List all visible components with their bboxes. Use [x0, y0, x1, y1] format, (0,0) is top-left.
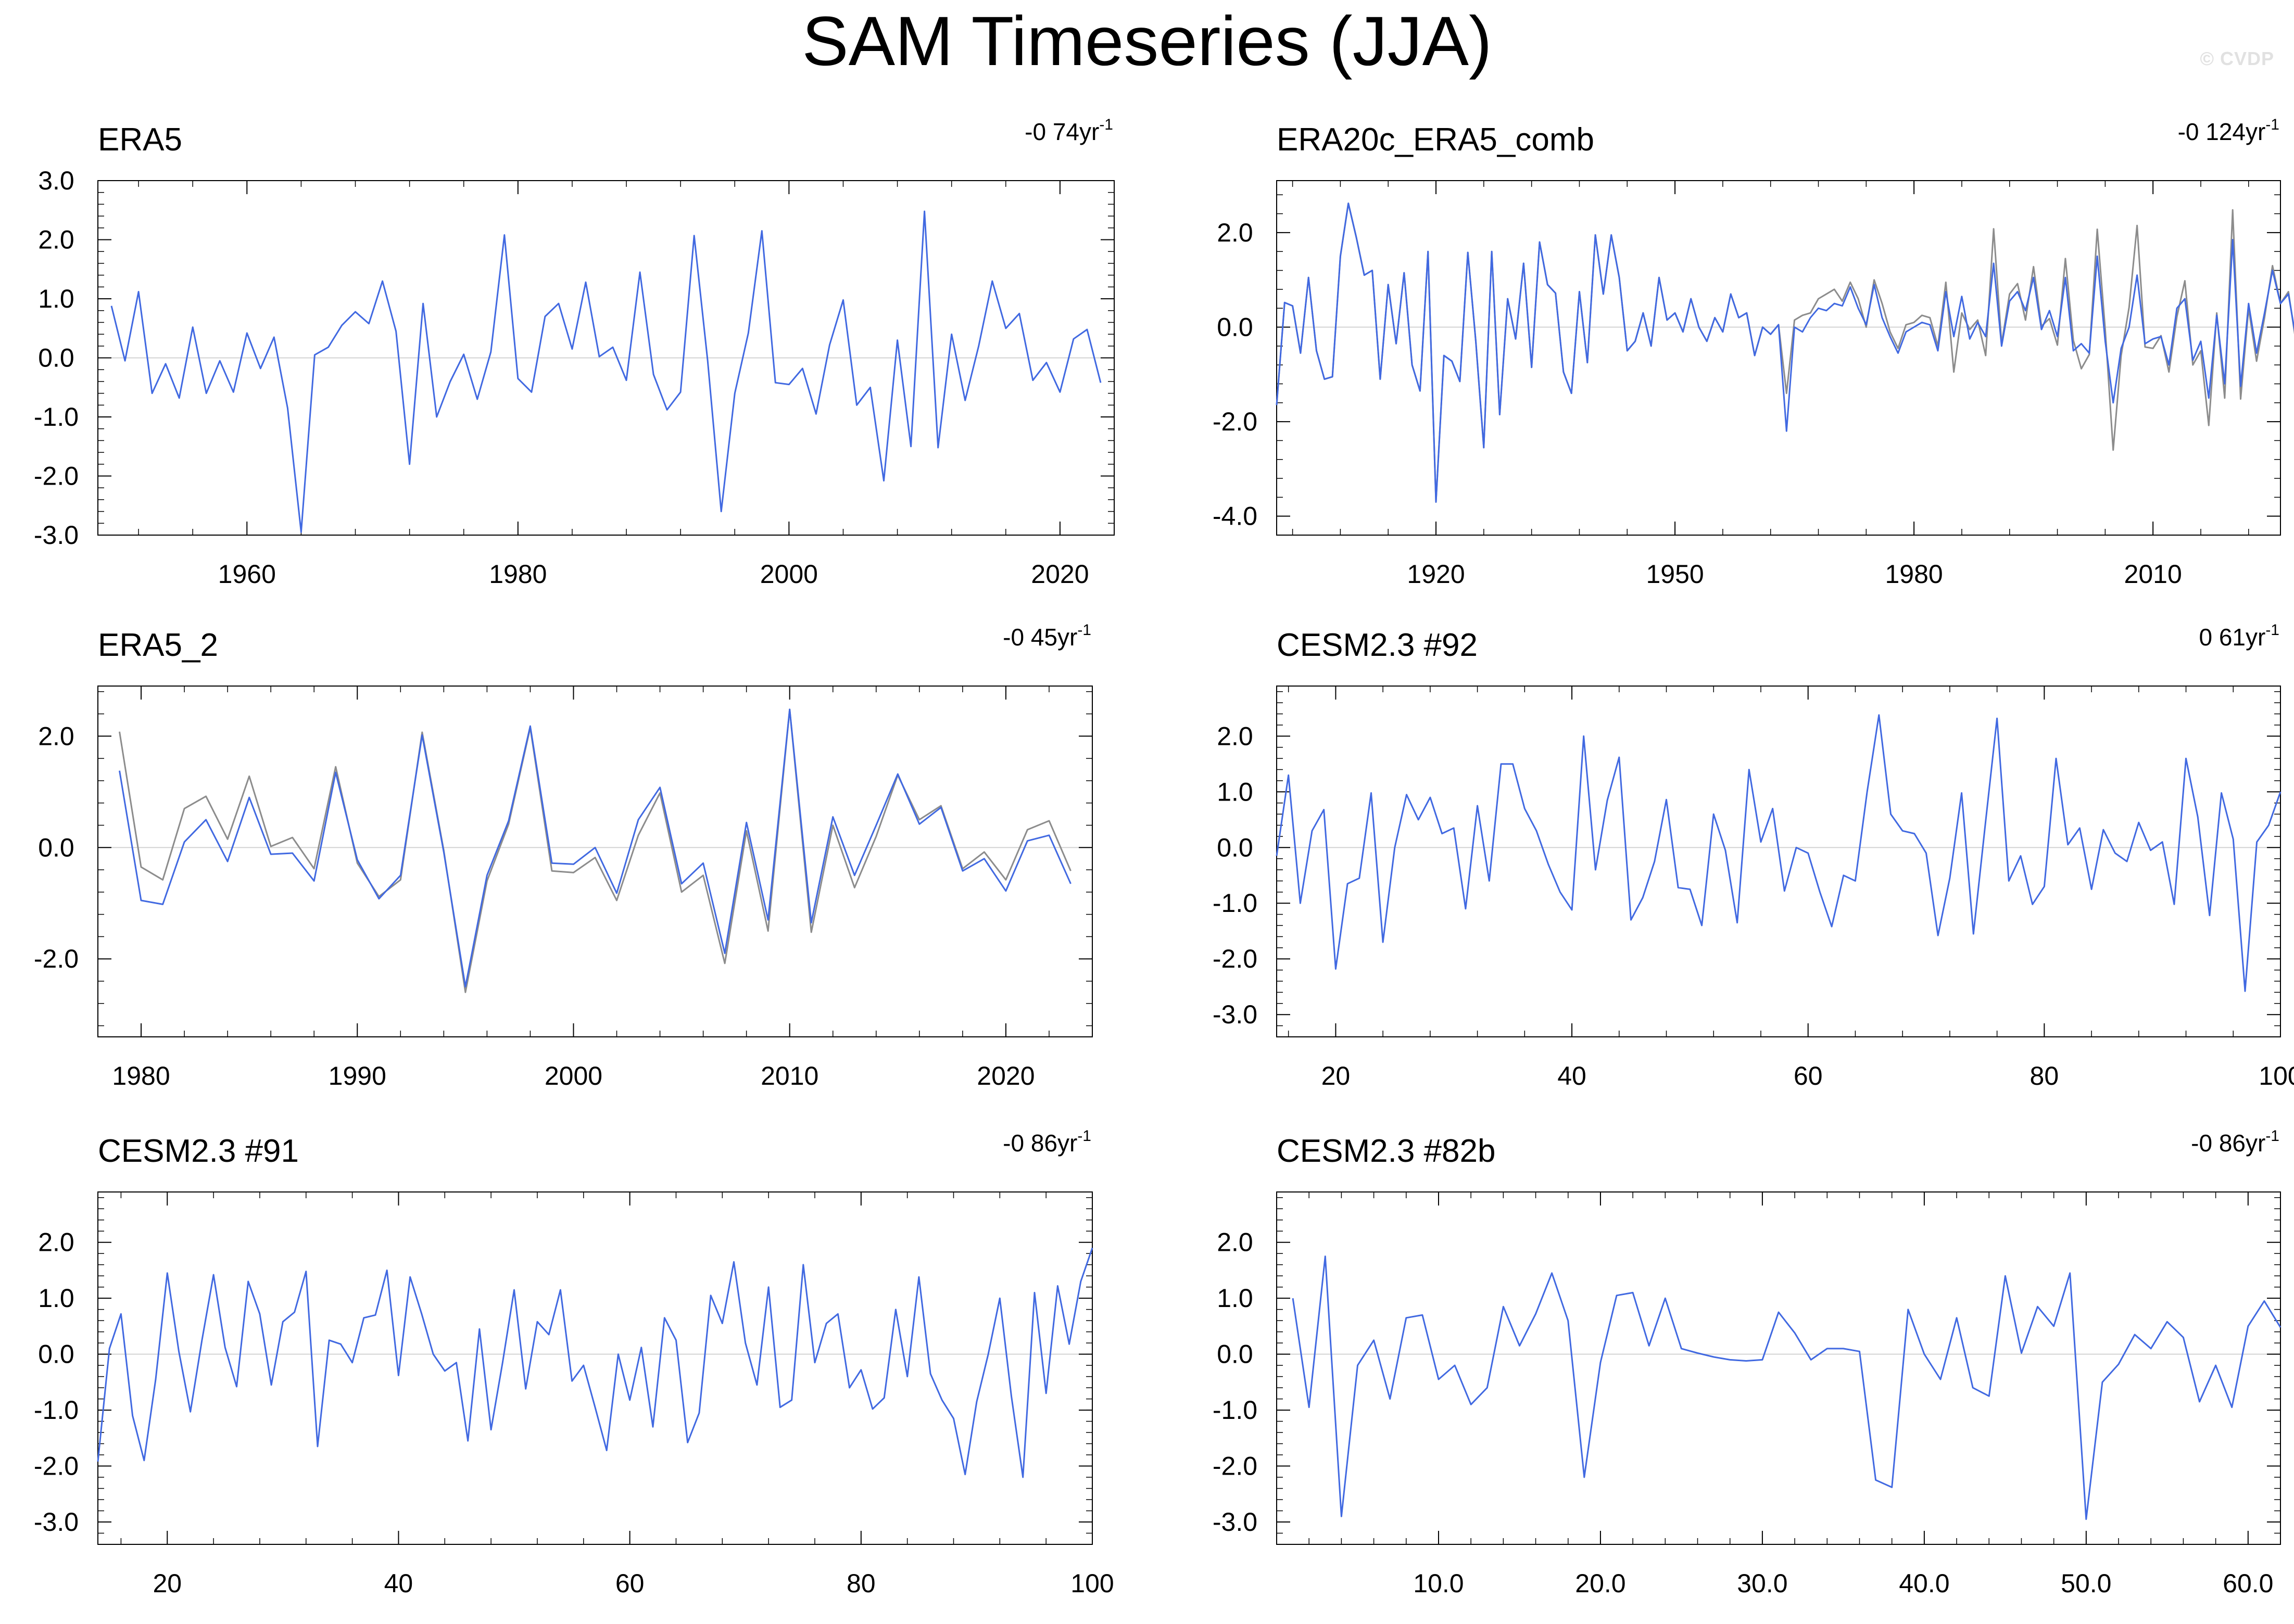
y-tick-label: -2.0: [34, 462, 79, 491]
reference-series-line: [119, 708, 1072, 993]
y-tick-label: 1.0: [1217, 1284, 1253, 1313]
trend-label: -0 86yr-1: [1003, 1127, 1091, 1157]
x-tick-label: 20: [153, 1569, 182, 1598]
trend-label: -0 74yr-1: [1025, 116, 1113, 145]
figure-title: SAM Timeseries (JJA): [802, 3, 1492, 80]
x-tick-label: 40.0: [1899, 1569, 1949, 1598]
series-line: [97, 1248, 1093, 1478]
y-tick-label: 0.0: [38, 833, 74, 862]
panel-title: ERA5: [98, 122, 182, 158]
x-tick-label: 10.0: [1413, 1569, 1464, 1598]
x-tick-label: 80: [2030, 1061, 2059, 1090]
y-tick-label: -1.0: [34, 402, 79, 432]
series-line: [1292, 1255, 2282, 1520]
y-tick-label: -2.0: [1213, 944, 1257, 973]
y-tick-label: 2.0: [1217, 218, 1253, 247]
y-tick-label: -2.0: [34, 1452, 79, 1481]
plot-frame: [97, 1191, 1093, 1545]
x-tick-label: 1960: [218, 560, 276, 589]
x-tick-label: 2020: [977, 1061, 1035, 1090]
y-tick-label: -3.0: [34, 1507, 79, 1537]
chart-panel: -2.0 0.0 2.0 1980 1990 2000 2010 2020 ERA5_2 -0 4…: [34, 621, 1093, 1090]
y-tick-label: 1.0: [38, 284, 74, 313]
x-tick-label: 1950: [1646, 560, 1704, 589]
y-tick-label: -3.0: [1213, 1000, 1257, 1029]
x-tick-label: 2000: [760, 560, 818, 589]
x-tick-label: 1980: [112, 1061, 170, 1090]
y-tick-label: 0.0: [1217, 312, 1253, 341]
y-tick-label: 0.0: [38, 1340, 74, 1369]
y-tick-label: 1.0: [38, 1284, 74, 1313]
chart-panel: -3.0 -2.0 -1.0 0.0 1.0 2.0 20 40 60 80 100 CESM2.3 …: [34, 1127, 1114, 1598]
y-tick-label: -3.0: [1213, 1507, 1257, 1537]
x-tick-label: 50.0: [2061, 1569, 2111, 1598]
y-tick-label: 2.0: [38, 1228, 74, 1257]
y-tick-label: -1.0: [1213, 1395, 1257, 1425]
panel-title: CESM2.3 #91: [98, 1133, 299, 1169]
x-tick-label: 2020: [1031, 560, 1089, 589]
y-tick-label: -3.0: [34, 521, 79, 550]
y-tick-label: 0.0: [1217, 1340, 1253, 1369]
panel-title: ERA5_2: [98, 627, 218, 663]
x-tick-label: 2000: [545, 1061, 602, 1090]
x-tick-label: 60: [1794, 1061, 1823, 1090]
y-tick-label: 3.0: [38, 166, 74, 195]
x-tick-label: 60.0: [2223, 1569, 2273, 1598]
cvdp-watermark: © CVDP: [2200, 48, 2274, 69]
y-tick-label: 2.0: [1217, 1228, 1253, 1257]
y-tick-label: -4.0: [1213, 502, 1257, 531]
x-tick-label: 2010: [761, 1061, 818, 1090]
y-tick-label: 0.0: [1217, 833, 1253, 862]
reference-series-line: [1276, 202, 2294, 503]
x-tick-label: 40: [384, 1569, 413, 1598]
chart-panel: -3.0 -2.0 -1.0 0.0 1.0 2.0 10.0 20.0 30.0 40.0 50.…: [1213, 1127, 2282, 1598]
x-tick-label: 1980: [1885, 560, 1943, 589]
plot-frame: [1276, 180, 2281, 536]
y-tick-label: 1.0: [1217, 777, 1253, 806]
y-tick-label: 0.0: [38, 344, 74, 373]
trend-label: -0 45yr-1: [1003, 621, 1091, 651]
panel-title: ERA20c_ERA5_comb: [1277, 122, 1594, 158]
panel-title: CESM2.3 #82b: [1277, 1133, 1495, 1169]
y-tick-label: -1.0: [1213, 889, 1257, 918]
x-tick-label: 40: [1557, 1061, 1586, 1090]
x-tick-label: 100: [2259, 1061, 2294, 1090]
trend-label: -0 124yr-1: [2178, 116, 2279, 145]
x-tick-label: 20: [1321, 1061, 1351, 1090]
y-tick-label: 2.0: [38, 721, 74, 751]
y-tick-label: -2.0: [1213, 1452, 1257, 1481]
chart-panel: -3.0 -2.0 -1.0 0.0 1.0 2.0 3.0 1960 1980 2000 2020…: [34, 116, 1115, 589]
plot-frame: [1276, 1191, 2281, 1545]
series-line: [1276, 714, 2282, 992]
series-line: [110, 210, 1102, 533]
x-tick-label: 30.0: [1737, 1569, 1787, 1598]
x-tick-label: 60: [615, 1569, 645, 1598]
trend-label: 0 61yr-1: [2199, 621, 2279, 651]
chart-panel: -4.0 -2.0 0.0 2.0 1920 1950 1980 2010 ERA20c_ERA…: [1213, 116, 2294, 589]
x-tick-label: 1980: [489, 560, 547, 589]
x-tick-label: 2010: [2124, 560, 2182, 589]
series-line: [119, 708, 1072, 988]
y-tick-label: -1.0: [34, 1395, 79, 1425]
x-tick-label: 20.0: [1575, 1569, 1625, 1598]
trend-label: -0 86yr-1: [2191, 1127, 2279, 1157]
y-tick-label: 2.0: [38, 225, 74, 255]
chart-panel: -3.0 -2.0 -1.0 0.0 1.0 2.0 20 40 60 80 100 CESM2.3 …: [1213, 621, 2294, 1090]
panel-title: CESM2.3 #92: [1277, 627, 1478, 663]
y-tick-label: -2.0: [1213, 407, 1257, 436]
series-line: [1276, 202, 2294, 503]
plot-frame: [97, 686, 1093, 1037]
x-tick-label: 80: [847, 1569, 876, 1598]
x-tick-label: 1990: [329, 1061, 386, 1090]
x-tick-label: 1920: [1407, 560, 1465, 589]
y-tick-label: 2.0: [1217, 721, 1253, 751]
x-tick-label: 100: [1070, 1569, 1114, 1598]
y-tick-label: -2.0: [34, 944, 79, 973]
plot-frame: [1276, 686, 2281, 1037]
